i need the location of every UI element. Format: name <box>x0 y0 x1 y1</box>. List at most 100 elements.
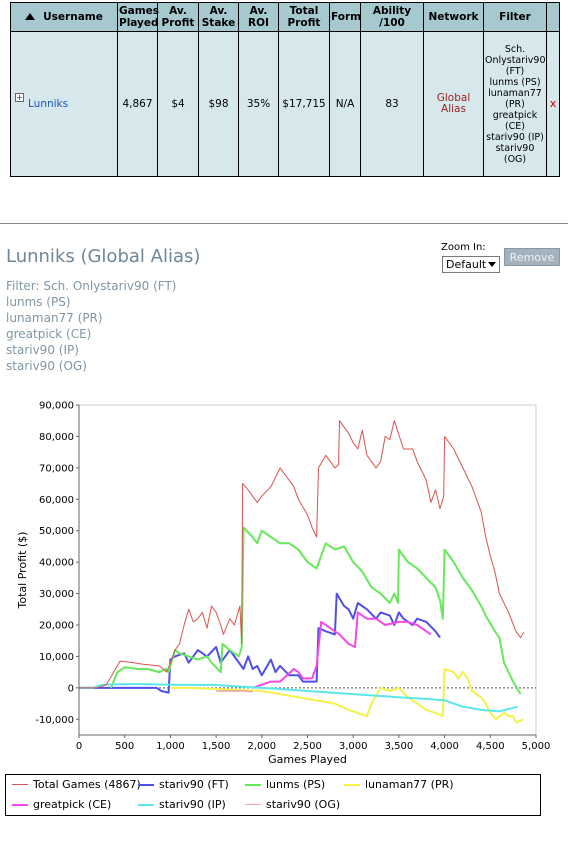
filter-line: lunms (PS) <box>6 295 71 309</box>
stats-table: Username Games Played Av. Profit Av. Sta… <box>10 2 560 177</box>
y-tick-label: 20,000 <box>39 621 74 632</box>
x-tick-label: 2,000 <box>247 741 276 752</box>
legend-item: stariv90 (FT) <box>138 778 229 791</box>
legend-label: lunaman77 (PR) <box>365 778 454 791</box>
y-tick-label: 40,000 <box>39 558 74 569</box>
form-cell: N/A <box>329 31 361 177</box>
network-cell[interactable]: Global Alias <box>423 31 484 177</box>
expand-icon[interactable]: + <box>15 92 24 102</box>
remove-cell: x <box>546 31 560 177</box>
y-tick-label: 90,000 <box>39 401 74 412</box>
filter-line: stariv90 (IP) <box>6 343 79 357</box>
legend-label: stariv90 (FT) <box>159 778 229 791</box>
filter-line: lunaman77 (PR) <box>488 87 542 110</box>
legend-item: greatpick (CE) <box>12 798 111 811</box>
network-header[interactable]: Network <box>423 2 484 32</box>
y-tick-label: 80,000 <box>39 432 74 443</box>
series-line-lunms-ps <box>110 526 522 695</box>
player-filter-list: Filter: Sch. Onlystariv90 (FT) lunms (PS… <box>6 278 176 374</box>
av-roi-header[interactable]: Av. ROI <box>238 2 279 32</box>
total-profit-header[interactable]: Total Profit <box>278 2 330 32</box>
legend-swatch <box>138 783 154 786</box>
x-tick-label: 3,500 <box>385 741 414 752</box>
legend-label: stariv90 (IP) <box>159 798 226 811</box>
plot-area <box>78 404 537 736</box>
legend-item: stariv90 (IP) <box>138 798 226 811</box>
games-played-header[interactable]: Games Played <box>117 2 159 32</box>
filter-line: stariv90 (IP) <box>486 131 544 143</box>
y-axis-label: Total Profit ($) <box>16 532 29 610</box>
y-tick-label: 0 <box>68 683 74 694</box>
legend-swatch <box>245 783 261 786</box>
ability-cell: 83 <box>360 31 424 177</box>
username-link[interactable]: Lunniks <box>28 97 69 110</box>
filter-line: stariv90 (OG) <box>6 359 87 373</box>
x-tick-label: 5,000 <box>522 741 551 752</box>
legend-item: lunms (PS) <box>245 778 325 791</box>
legend-item: Total Games (4867) <box>12 778 141 791</box>
remove-button[interactable]: Remove <box>504 248 560 266</box>
filter-line: stariv90 (OG) <box>495 142 535 165</box>
username-cell: + Lunniks <box>10 31 118 177</box>
filter-header[interactable]: Filter <box>483 2 547 32</box>
chart-legend: Total Games (4867) stariv90 (FT) lunms (PS… <box>5 774 541 816</box>
legend-swatch <box>138 803 154 806</box>
series-line-stariv90-og <box>216 690 253 693</box>
av-profit-header[interactable]: Av. Profit <box>157 2 199 32</box>
x-tick-label: 500 <box>115 741 134 752</box>
y-tick-label: 50,000 <box>39 526 74 537</box>
x-tick-label: 1,000 <box>156 741 185 752</box>
table-row: + Lunniks 4,867 $4 $98 35% $17,715 N/A 83… <box>10 31 560 177</box>
zoom-select[interactable]: Default <box>442 256 500 273</box>
chevron-down-icon <box>488 262 496 267</box>
username-header[interactable]: Username <box>10 2 118 32</box>
av-stake-header[interactable]: Av. Stake <box>198 2 239 32</box>
av-roi-cell: 35% <box>238 31 279 177</box>
x-tick-label: 4,500 <box>476 741 505 752</box>
legend-swatch <box>12 784 28 785</box>
legend-label: Total Games (4867) <box>33 778 141 791</box>
player-title: Lunniks (Global Alias) <box>6 246 201 267</box>
legend-item: stariv90 (OG) <box>245 798 340 811</box>
form-header[interactable]: Form <box>329 2 361 32</box>
filter-line: greatpick (CE) <box>492 109 538 132</box>
legend-swatch <box>344 783 360 786</box>
x-tick-label: 2,500 <box>293 741 322 752</box>
legend-label: stariv90 (OG) <box>266 798 341 811</box>
y-tick-label: -10,000 <box>35 715 74 726</box>
legend-label: greatpick (CE) <box>33 798 112 811</box>
actions-header <box>546 2 560 32</box>
sort-up-arrow-icon[interactable] <box>25 12 36 20</box>
zoom-select-value: Default <box>446 258 487 271</box>
filter-line: Sch. Onlystariv90 (FT) <box>485 43 546 77</box>
series-line-lunaman77-pr <box>170 668 525 724</box>
total-profit-cell: $17,715 <box>278 31 330 177</box>
zoom-label: Zoom In: <box>441 242 486 253</box>
profit-chart: -10,000 0 10,000 20,000 30,000 40,000 50,000 60… <box>16 401 551 767</box>
games-played-cell: 4,867 <box>117 31 158 177</box>
filter-line: lunms (PS) <box>489 76 541 88</box>
series-line-greatpick-ce <box>252 611 432 689</box>
x-axis-label: Games Played <box>268 753 347 766</box>
y-tick-label: 30,000 <box>39 589 74 600</box>
ability-header[interactable]: Ability /100 <box>360 2 424 32</box>
y-tick-label: 60,000 <box>39 495 74 506</box>
series-line-stariv90-ip <box>79 683 518 713</box>
section-divider <box>0 223 568 224</box>
remove-row-icon[interactable]: x <box>549 97 557 110</box>
y-tick-label: 10,000 <box>39 652 74 663</box>
legend-label: lunms (PS) <box>266 778 326 791</box>
av-profit-cell: $4 <box>157 31 199 177</box>
filter-line: Filter: Sch. Onlystariv90 (FT) <box>6 279 177 293</box>
x-tick-label: 1,500 <box>202 741 231 752</box>
av-stake-cell: $98 <box>198 31 239 177</box>
legend-swatch <box>12 803 28 806</box>
x-tick-label: 4,000 <box>430 741 459 752</box>
x-tick-label: 0 <box>76 741 82 752</box>
y-tick-label: 70,000 <box>39 463 74 474</box>
series-line-total-games-4867 <box>79 420 525 689</box>
filter-line: lunaman77 (PR) <box>6 311 103 325</box>
legend-item: lunaman77 (PR) <box>344 778 454 791</box>
filter-cell: Sch. Onlystariv90 (FT) lunms (PS) lunama… <box>483 31 547 177</box>
filter-line: greatpick (CE) <box>6 327 92 341</box>
